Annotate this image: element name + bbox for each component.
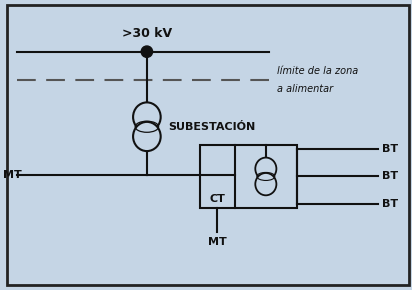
Text: a alimentar: a alimentar <box>277 84 333 94</box>
Text: límite de la zona: límite de la zona <box>277 66 358 76</box>
Text: BT: BT <box>382 171 398 182</box>
Text: MT: MT <box>3 171 21 180</box>
Circle shape <box>141 46 152 57</box>
Ellipse shape <box>133 122 161 151</box>
Ellipse shape <box>133 102 161 132</box>
Text: BT: BT <box>382 144 398 154</box>
Text: MT: MT <box>208 237 227 247</box>
Text: BT: BT <box>382 199 398 209</box>
Text: >30 kV: >30 kV <box>122 27 172 40</box>
Ellipse shape <box>255 157 276 180</box>
Ellipse shape <box>255 173 276 195</box>
Bar <box>200 145 297 208</box>
Text: SUBESTACIÓN: SUBESTACIÓN <box>168 122 255 132</box>
Text: CT: CT <box>209 194 225 204</box>
